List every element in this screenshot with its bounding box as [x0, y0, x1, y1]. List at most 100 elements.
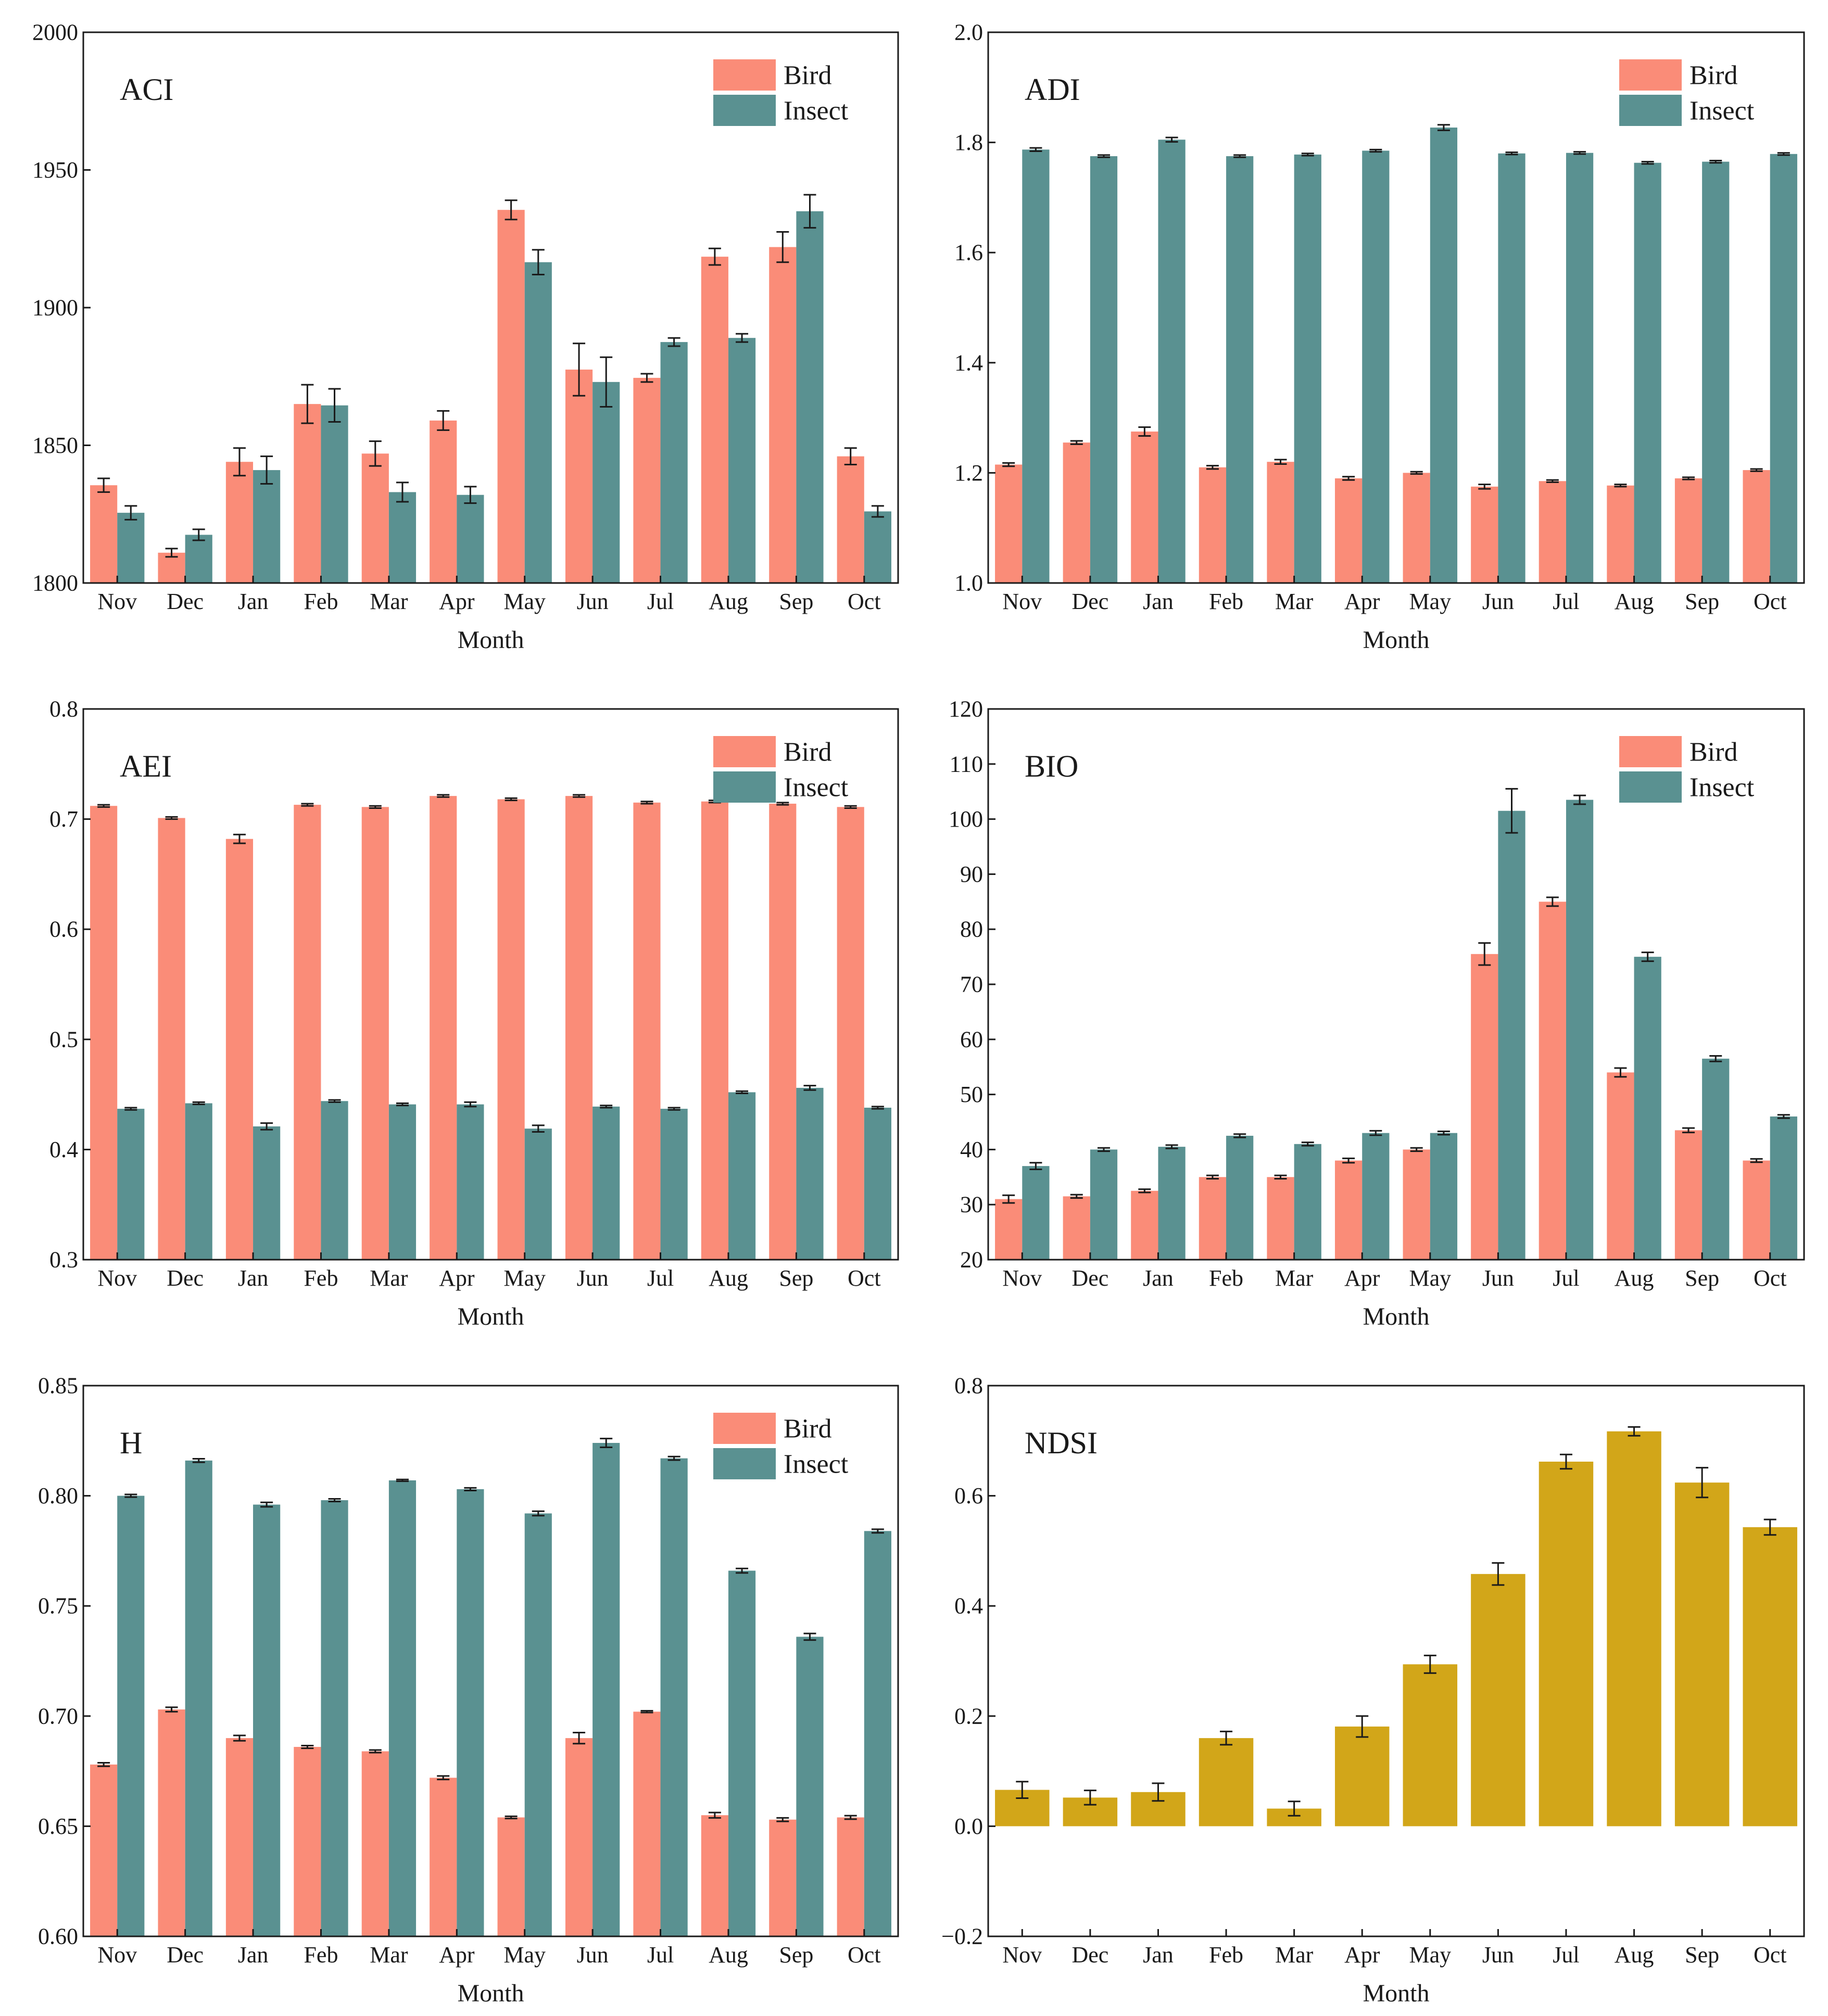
- h-bird-bar: [701, 1815, 728, 1936]
- adi-bird-bar: [995, 464, 1023, 583]
- h-y-tick-label: 0.75: [38, 1593, 78, 1619]
- bio-bird-bar: [1607, 1072, 1634, 1260]
- bio-y-tick-label: 120: [949, 696, 983, 722]
- aei-y-tick-label: 0.6: [49, 917, 78, 942]
- bio-x-tick-label: Oct: [1754, 1265, 1787, 1291]
- h-bird-bar: [361, 1751, 389, 1936]
- bio-panel-title: BIO: [1025, 749, 1078, 783]
- ndsi-y-tick-label: 0.6: [954, 1483, 983, 1508]
- adi-bird-bar: [1539, 481, 1566, 583]
- bio-x-axis-title: Month: [1363, 1303, 1429, 1330]
- h-bird-bar: [158, 1709, 185, 1936]
- aei-x-tick-label: Nov: [97, 1265, 137, 1291]
- bio-insect-bar: [1158, 1147, 1186, 1260]
- bio-y-tick-label: 110: [950, 751, 983, 777]
- aei-x-tick-label: Jul: [647, 1265, 674, 1291]
- aei-insect-bar: [457, 1104, 484, 1260]
- adi-insect-bar: [1430, 128, 1458, 583]
- aci-insect-bar: [185, 535, 212, 583]
- aei-y-tick-label: 0.8: [49, 696, 78, 722]
- adi-y-tick-label: 2.0: [954, 20, 983, 45]
- h-insect-bar: [185, 1460, 212, 1936]
- h-insect-bar: [117, 1495, 145, 1936]
- adi-y-tick-label: 1.4: [954, 350, 983, 375]
- ndsi-x-tick-label: Jun: [1482, 1942, 1514, 1968]
- ndsi-x-tick-label: Feb: [1209, 1942, 1243, 1968]
- aci-y-tick-label: 1850: [32, 433, 78, 458]
- aei-bird-bar: [294, 805, 321, 1260]
- h-insect-bar: [457, 1489, 484, 1936]
- h-x-tick-label: Sep: [779, 1942, 813, 1968]
- aci-x-tick-label: Jul: [647, 589, 674, 614]
- aei-insect-bar: [660, 1109, 688, 1260]
- aci-insect-bar: [388, 492, 417, 583]
- aei-bird-bar: [90, 806, 118, 1260]
- bio-insect-bar: [1022, 1166, 1050, 1260]
- adi-legend-label-insect: Insect: [1690, 96, 1755, 126]
- aci-y-tick-label: 2000: [32, 20, 78, 45]
- panel-adi: 1.0 1.2 1.4 1.6 1.8 2.0 Nov Dec Jan Feb Mar Apr May J…: [954, 20, 1805, 654]
- aci-bird-bar: [497, 210, 525, 584]
- bio-insect-bar: [1294, 1144, 1321, 1260]
- h-x-tick-label: Jun: [577, 1942, 609, 1968]
- h-bird-bar: [633, 1711, 661, 1936]
- adi-x-tick-label: Jan: [1143, 589, 1174, 614]
- adi-legend-swatch-bird: [1619, 59, 1682, 91]
- adi-y-tick-label: 1.6: [954, 240, 983, 265]
- h-legend-swatch-insect: [713, 1448, 776, 1479]
- adi-x-tick-label: Sep: [1685, 589, 1719, 614]
- bio-bird-bar: [1267, 1177, 1294, 1260]
- h-legend-label-insect: Insect: [784, 1450, 849, 1479]
- aci-x-tick-label: Oct: [848, 589, 881, 614]
- aci-insect-bar: [321, 405, 348, 583]
- adi-bird-bar: [1267, 462, 1294, 583]
- aei-bird-bar: [430, 796, 457, 1260]
- adi-insect-bar: [1022, 149, 1050, 583]
- bio-insect-bar: [1634, 957, 1661, 1260]
- adi-y-tick-label: 1.8: [954, 130, 983, 155]
- adi-insect-bar: [1702, 161, 1730, 583]
- bio-x-tick-label: Jul: [1553, 1265, 1579, 1291]
- bio-legend-label-insect: Insect: [1690, 773, 1755, 803]
- aci-panel-title: ACI: [120, 72, 173, 107]
- adi-insect-bar: [1566, 153, 1594, 583]
- aci-legend-label-insect: Insect: [784, 96, 849, 126]
- aei-x-tick-label: Apr: [439, 1265, 475, 1291]
- ndsi-plot-frame: [987, 1385, 1805, 1937]
- h-insect-bar: [796, 1637, 824, 1936]
- aei-x-tick-label: May: [503, 1265, 546, 1291]
- aci-insect-bar: [117, 513, 145, 583]
- bio-bird-bar: [1403, 1149, 1430, 1260]
- bio-y-tick-label: 30: [960, 1192, 983, 1218]
- adi-insect-bar: [1090, 156, 1118, 583]
- adi-legend-label-bird: Bird: [1690, 61, 1737, 91]
- aci-insect-bar: [457, 495, 484, 583]
- aci-insect-bar: [728, 338, 756, 583]
- aei-bird-bar: [769, 803, 797, 1260]
- h-x-tick-label: Jan: [238, 1942, 269, 1968]
- bio-insect-bar: [1702, 1058, 1730, 1260]
- adi-insect-bar: [1362, 150, 1390, 584]
- aei-panel-title: AEI: [120, 749, 172, 783]
- aei-x-tick-label: Aug: [709, 1265, 748, 1291]
- h-insect-bar: [660, 1458, 688, 1936]
- bio-bird-bar: [1063, 1196, 1090, 1260]
- adi-x-tick-label: Oct: [1754, 589, 1787, 614]
- adi-insect-bar: [1634, 162, 1661, 584]
- adi-panel-title: ADI: [1025, 72, 1080, 107]
- bio-insect-bar: [1362, 1133, 1390, 1260]
- aei-bird-bar: [701, 801, 728, 1260]
- adi-x-axis-title: Month: [1363, 626, 1429, 654]
- h-insect-bar: [524, 1513, 552, 1936]
- aei-plot-frame: [82, 708, 899, 1261]
- bio-y-tick-label: 70: [960, 972, 983, 997]
- ndsi-x-tick-label: Apr: [1344, 1942, 1380, 1968]
- adi-plot-frame: [987, 31, 1805, 584]
- bio-bird-bar: [1199, 1177, 1227, 1260]
- aei-legend-swatch-bird: [713, 736, 776, 767]
- adi-bird-bar: [1334, 478, 1363, 583]
- bio-x-tick-label: Jun: [1482, 1265, 1514, 1291]
- bio-bird-bar: [1539, 902, 1566, 1260]
- bio-legend-swatch-insect: [1619, 771, 1682, 803]
- aei-insect-bar: [864, 1107, 891, 1260]
